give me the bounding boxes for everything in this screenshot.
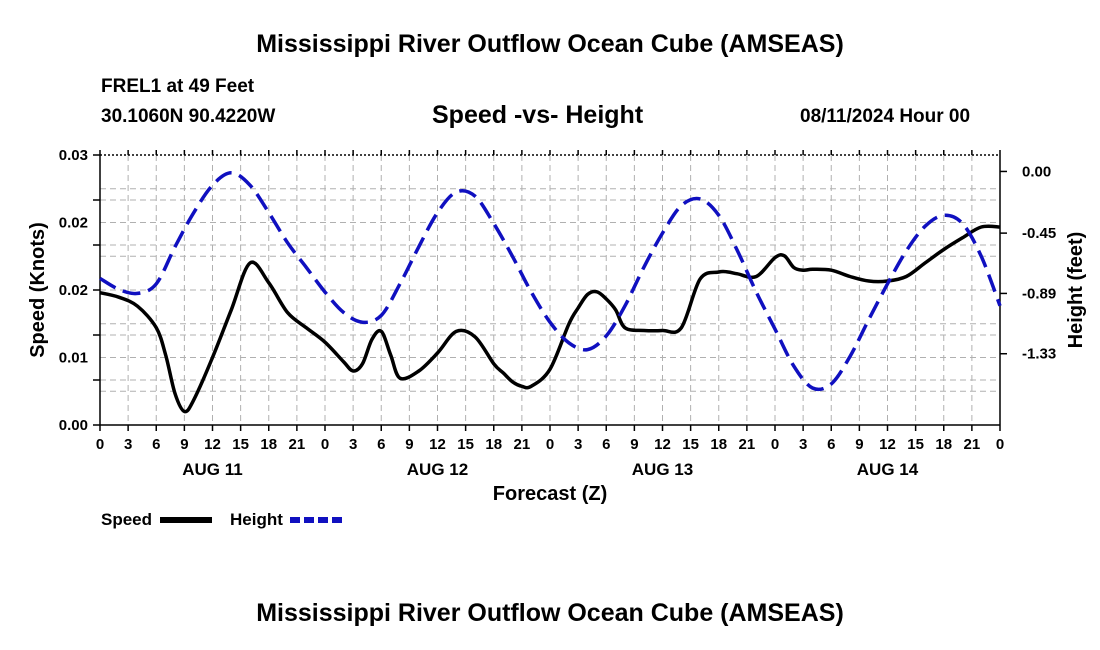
x-tick-label: 15: [457, 436, 474, 453]
y2-tick-label: -0.45: [1022, 225, 1056, 242]
y-axis-left: 0.00 0.01 0.02 0.02 0.03: [59, 147, 100, 434]
height-series-line: [99, 171, 1002, 392]
y-tick-label: 0.03: [59, 147, 88, 164]
x-tick-label: 15: [682, 436, 699, 453]
x-tick-label: 6: [377, 436, 385, 453]
x-tick-label: 6: [602, 436, 610, 453]
x-tick-label: 15: [907, 436, 924, 453]
x-tick-label: 0: [771, 436, 779, 453]
x-tick-label: 12: [654, 436, 671, 453]
x-tick-label: 12: [204, 436, 221, 453]
x-axis: 0 3 6 9 12 15 18 21 0 3 6 9 12 15 18 21 0 3 6 9 12 15 18 21 0 3 6 9…: [96, 150, 1004, 479]
x-tick-label: 0: [96, 436, 104, 453]
y-tick-label: 0.02: [59, 282, 88, 299]
x-tick-label: 21: [289, 436, 306, 453]
x-tick-label: 12: [879, 436, 896, 453]
y-tick-label: 0.01: [59, 350, 88, 367]
y-axis-label: Speed (Knots): [27, 222, 49, 358]
x-tick-label: 21: [514, 436, 531, 453]
x-tick-label: 6: [152, 436, 160, 453]
x-tick-label: 18: [485, 436, 502, 453]
grid: [100, 155, 1000, 425]
x-tick-label: 3: [124, 436, 132, 453]
x-tick-label: 0: [546, 436, 554, 453]
chart-title: Mississippi River Outflow Ocean Cube (AM…: [256, 30, 844, 58]
x-tick-label: 3: [799, 436, 807, 453]
x-tick-label: 9: [855, 436, 863, 453]
y2-tick-label: -0.89: [1022, 285, 1056, 302]
speed-series-line: [99, 224, 1001, 414]
x-tick-label: 18: [260, 436, 277, 453]
y2-axis-label: Height (feet): [1065, 232, 1087, 349]
legend-height-label: Height: [230, 510, 283, 529]
axis-labels: Forecast (Z) Speed (Knots) Height (feet): [27, 222, 1087, 505]
y-tick-label: 0.02: [59, 215, 88, 232]
day-label: AUG 14: [857, 460, 919, 479]
x-tick-label: 9: [630, 436, 638, 453]
y2-tick-label: -1.33: [1022, 346, 1056, 363]
day-label: AUG 11: [182, 460, 242, 479]
x-tick-label: 21: [964, 436, 981, 453]
x-tick-label: 0: [321, 436, 329, 453]
footer-title: Mississippi River Outflow Ocean Cube (AM…: [256, 599, 844, 627]
series: [99, 171, 1002, 414]
y-tick-label: 0.00: [59, 417, 88, 434]
legend-speed-label: Speed: [101, 510, 152, 529]
legend: Speed Height: [101, 510, 342, 529]
x-tick-label: 6: [827, 436, 835, 453]
y2-tick-label: 0.00: [1022, 163, 1051, 180]
coordinates-label: 30.1060N 90.4220W: [101, 106, 276, 127]
x-tick-label: 3: [574, 436, 582, 453]
x-tick-label: 15: [232, 436, 249, 453]
day-label: AUG 13: [632, 460, 693, 479]
x-tick-label: 12: [429, 436, 446, 453]
x-tick-label: 21: [739, 436, 756, 453]
x-tick-label: 3: [349, 436, 357, 453]
y-axis-right: 0.00 -0.45 -0.89 -1.33: [1000, 163, 1056, 363]
x-axis-label: Forecast (Z): [493, 483, 607, 505]
chart-subtitle: Speed -vs- Height: [432, 101, 644, 129]
x-tick-label: 0: [996, 436, 1004, 453]
x-tick-label: 18: [935, 436, 952, 453]
x-tick-label: 9: [180, 436, 188, 453]
x-tick-label: 18: [710, 436, 727, 453]
station-label: FREL1 at 49 Feet: [101, 76, 255, 97]
day-label: AUG 12: [407, 460, 468, 479]
x-tick-label: 9: [405, 436, 413, 453]
datetime-label: 08/11/2024 Hour 00: [800, 106, 971, 127]
